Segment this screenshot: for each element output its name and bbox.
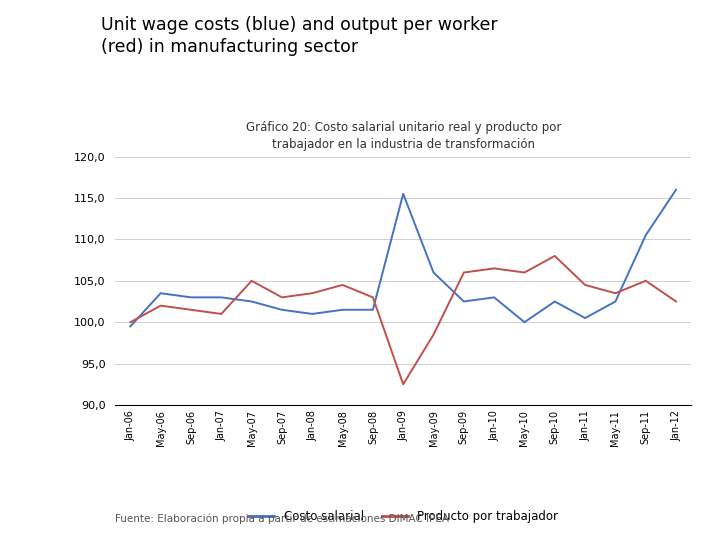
Legend: Costo salarial, Producto por trabajador: Costo salarial, Producto por trabajador [243, 505, 563, 528]
Text: Fuente: Elaboración propia a partir de estimaciones DIMAC IPEA: Fuente: Elaboración propia a partir de e… [115, 514, 449, 524]
Title: Gráfico 20: Costo salarial unitario real y producto por
trabajador en la industr: Gráfico 20: Costo salarial unitario real… [246, 122, 561, 151]
Text: Unit wage costs (blue) and output per worker
(red) in manufacturing sector: Unit wage costs (blue) and output per wo… [101, 16, 498, 56]
